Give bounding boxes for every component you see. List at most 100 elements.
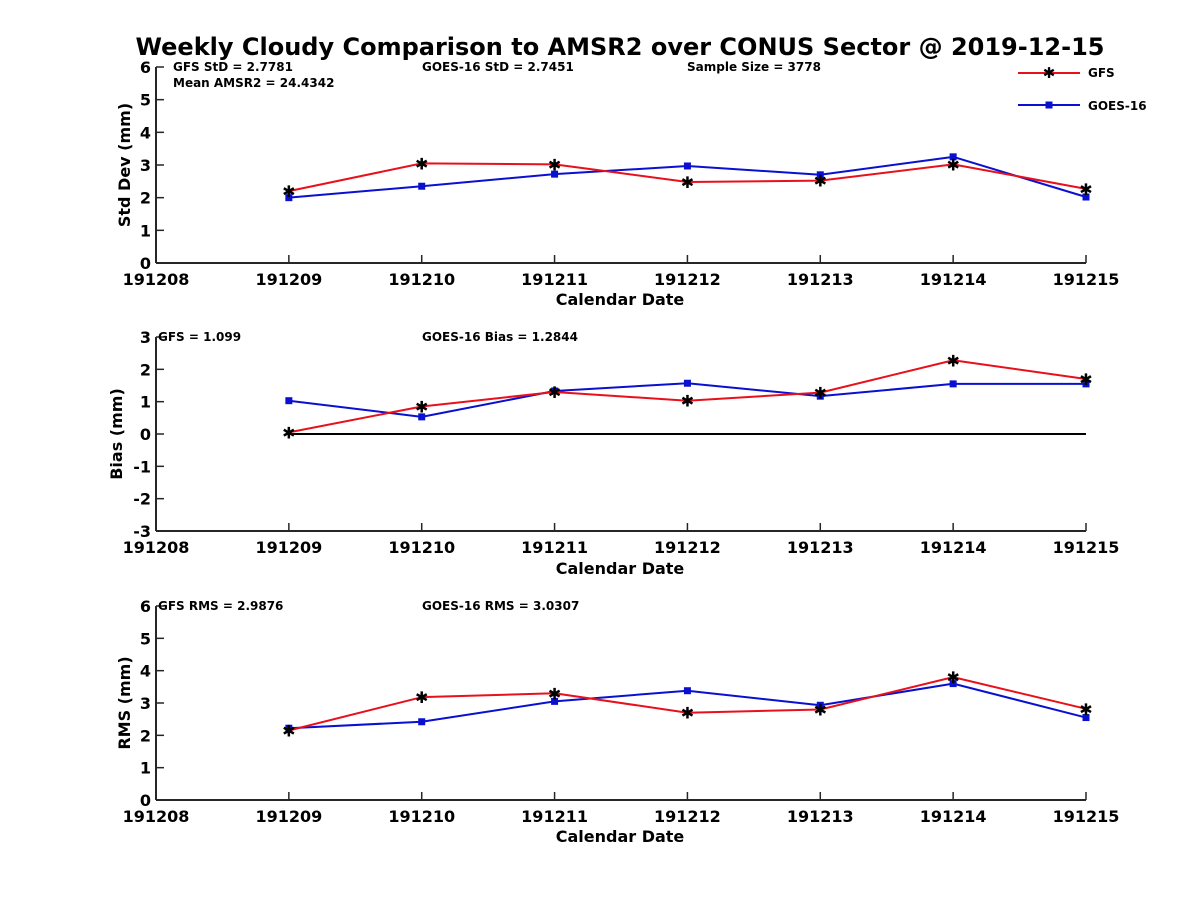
stddev-y-tick-label: 6 <box>140 58 151 77</box>
rms-y-tick-label: 3 <box>140 694 151 713</box>
stddev-gfs-series-line <box>288 162 1087 193</box>
bias-goes16-data-point <box>418 413 426 421</box>
legend-marker-goes16 <box>1045 101 1053 109</box>
bias-y-tick-label: 3 <box>140 328 151 347</box>
rms-goes16-data-point <box>683 687 691 695</box>
bias-goes16-data-point <box>949 380 957 388</box>
rms-x-tick-label: 191211 <box>521 807 588 826</box>
bias-y-tick-label: -3 <box>133 522 151 541</box>
rms-xlabel: Calendar Date <box>556 827 685 846</box>
bias-x-tick-label: 191212 <box>654 538 721 557</box>
rms-goes16-data-point <box>418 718 426 726</box>
rms-y-tick-label: 0 <box>140 791 151 810</box>
rms-gfs-data-point: ✱ <box>946 668 959 687</box>
rms-goes16-data-point <box>1082 714 1090 722</box>
stddev-gfs-data-point: ✱ <box>814 172 827 191</box>
stddev-goes16-data-point <box>418 182 426 190</box>
stddev-x-tick-label: 191208 <box>123 270 190 289</box>
stddev-y-tick-label: 3 <box>140 156 151 175</box>
rms-x-tick-label: 191210 <box>388 807 455 826</box>
rms-goes16-data-point <box>285 724 293 732</box>
bias-gfs-annotation: GFS = 1.099 <box>158 330 241 344</box>
stddev-goes16-data-point <box>285 194 293 202</box>
stddev-y-tick-label: 1 <box>140 221 151 240</box>
bias-ylabel: Bias (mm) <box>107 388 126 480</box>
rms-gfs-data-point: ✱ <box>681 704 694 723</box>
rms-x-tick-label: 191208 <box>123 807 190 826</box>
rms-gfs-data-point: ✱ <box>814 700 827 719</box>
bias-x-tick-label: 191214 <box>920 538 987 557</box>
sample-size-annotation: Sample Size = 3778 <box>687 60 821 74</box>
stddev-gfs-data-point: ✱ <box>548 155 561 174</box>
rms-x-tick-label: 191215 <box>1053 807 1120 826</box>
stddev-goes16-data-point <box>816 171 824 179</box>
bias-y-tick-label: 1 <box>140 393 151 412</box>
legend-item-gfs: ✱ GFS <box>1018 64 1115 82</box>
rms-gfs-data-point: ✱ <box>548 684 561 703</box>
rms-y-tick-label: 4 <box>140 662 151 681</box>
bias-x-tick-label: 191215 <box>1053 538 1120 557</box>
stddev-x-tick-label: 191211 <box>521 270 588 289</box>
rms-gfs-data-point: ✱ <box>282 721 295 740</box>
stddev-gfs-std-annotation: GFS StD = 2.7781 <box>173 60 293 74</box>
bias-gfs-data-point: ✱ <box>1079 370 1092 389</box>
stddev-x-tick-label: 191210 <box>388 270 455 289</box>
rms-x-tick-label: 191212 <box>654 807 721 826</box>
stddev-y-tick-label: 4 <box>140 123 151 142</box>
stddev-gfs-data-point: ✱ <box>946 155 959 174</box>
bias-y-tick-label: -2 <box>133 490 151 509</box>
stddev-goes16-data-point <box>551 170 559 178</box>
legend-marker-gfs: ✱ <box>1043 64 1056 82</box>
bias-x-tick-label: 191210 <box>388 538 455 557</box>
bias-x-tick-label: 191211 <box>521 538 588 557</box>
stddev-x-tick-label: 191209 <box>255 270 322 289</box>
stddev-axes: 0 1 2 3 4 5 6 191208 191209 191210 191211 191212 191… <box>123 58 1120 289</box>
legend-item-goes16: GOES-16 <box>1018 99 1147 113</box>
bias-x-tick-label: 191209 <box>255 538 322 557</box>
bias-x-tick-label: 191213 <box>787 538 854 557</box>
bias-gfs-data-point: ✱ <box>814 384 827 403</box>
stddev-x-tick-label: 191215 <box>1053 270 1120 289</box>
bias-goes16-data-point <box>683 379 691 387</box>
bias-axes: -3 -2 -1 0 1 2 3 191208 191209 191210 191211 191212… <box>123 328 1120 557</box>
stddev-xlabel: Calendar Date <box>556 290 685 309</box>
stddev-x-tick-label: 191212 <box>654 270 721 289</box>
stddev-goes16-data-point <box>1082 193 1090 201</box>
rms-goes16-data-point <box>551 697 559 705</box>
bias-y-tick-label: 0 <box>140 425 151 444</box>
rms-gfs-data-point: ✱ <box>415 688 428 707</box>
rms-axes: 0 1 2 3 4 5 6 191208 191209 191210 191211 191212 191… <box>123 597 1120 826</box>
bias-goes16-data-point <box>816 392 824 400</box>
bias-gfs-data-point: ✱ <box>946 351 959 370</box>
bias-gfs-series-line <box>288 359 1087 434</box>
stddev-x-tick-label: 191214 <box>920 270 987 289</box>
bias-x-tick-label: 191208 <box>123 538 190 557</box>
rms-x-tick-label: 191209 <box>255 807 322 826</box>
bias-y-tick-label: -1 <box>133 457 151 476</box>
stddev-gfs-data-point: ✱ <box>415 154 428 173</box>
rms-gfs-data-point: ✱ <box>1079 700 1092 719</box>
rms-gfs-series-line <box>288 676 1087 732</box>
rms-goes16-data-point <box>816 701 824 709</box>
rms-goes16-data-point <box>949 680 957 688</box>
bias-gfs-data-point: ✱ <box>681 392 694 411</box>
stddev-gfs-data-point: ✱ <box>1079 180 1092 199</box>
mean-amsr2-annotation: Mean AMSR2 = 24.4342 <box>173 76 334 90</box>
bias-goes-annotation: GOES-16 Bias = 1.2844 <box>422 330 578 344</box>
rms-y-tick-label: 5 <box>140 629 151 648</box>
rms-y-tick-label: 6 <box>140 597 151 616</box>
stddev-panel: 0 1 2 3 4 5 6 191208 191209 191210 191211 191212 191… <box>115 58 1119 309</box>
bias-panel: -3 -2 -1 0 1 2 3 191208 191209 191210 191211 191212… <box>107 328 1119 578</box>
rms-panel: 0 1 2 3 4 5 6 191208 191209 191210 191211 191212 191… <box>115 597 1119 846</box>
stddev-goes16-data-point <box>949 153 957 161</box>
bias-xlabel: Calendar Date <box>556 559 685 578</box>
rms-y-tick-label: 1 <box>140 759 151 778</box>
chart-title: Weekly Cloudy Comparison to AMSR2 over C… <box>136 33 1105 61</box>
bias-goes16-data-point <box>1082 380 1090 388</box>
rms-x-tick-label: 191214 <box>920 807 987 826</box>
stddev-x-tick-label: 191213 <box>787 270 854 289</box>
stddev-ylabel: Std Dev (mm) <box>115 103 134 227</box>
rms-y-tick-label: 2 <box>140 726 151 745</box>
rms-x-tick-label: 191213 <box>787 807 854 826</box>
